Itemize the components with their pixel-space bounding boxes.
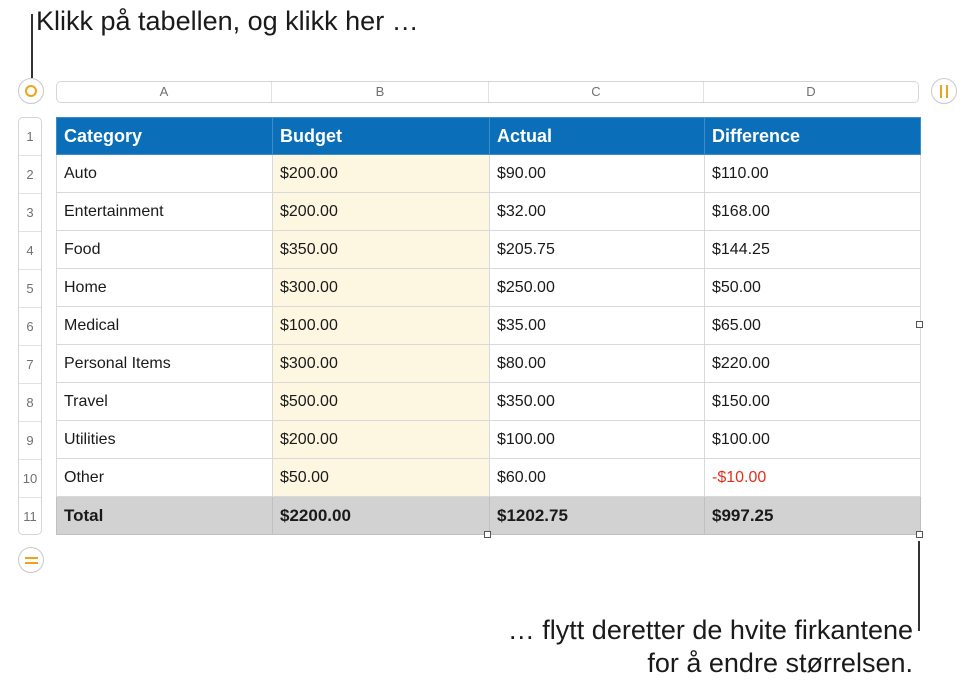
circle-ring-icon bbox=[25, 85, 37, 97]
header-cell-category[interactable]: Category bbox=[56, 117, 273, 155]
callout-text-bottom-line2: for å endre størrelsen. bbox=[647, 648, 913, 678]
total-cell-difference[interactable]: $997.25 bbox=[704, 496, 921, 535]
cell-difference[interactable]: $50.00 bbox=[704, 268, 921, 307]
row-header-9[interactable]: 9 bbox=[19, 422, 41, 460]
callout-text-bottom-line1: … flytt deretter de hvite firkantene bbox=[507, 615, 913, 645]
table-select-handle[interactable] bbox=[18, 78, 44, 104]
callout-text-bottom: … flytt deretter de hvite firkantene for… bbox=[508, 614, 913, 680]
cell-budget[interactable]: $300.00 bbox=[272, 268, 490, 307]
cell-actual[interactable]: $90.00 bbox=[489, 154, 705, 193]
add-row-handle[interactable] bbox=[18, 547, 44, 573]
row-header-7[interactable]: 7 bbox=[19, 346, 41, 384]
table-row: Home $300.00 $250.00 $50.00 bbox=[56, 268, 921, 307]
cell-actual[interactable]: $205.75 bbox=[489, 230, 705, 269]
table-row: Medical $100.00 $35.00 $65.00 bbox=[56, 306, 921, 345]
row-header-10[interactable]: 10 bbox=[19, 460, 41, 498]
cell-budget[interactable]: $300.00 bbox=[272, 344, 490, 383]
cell-actual[interactable]: $32.00 bbox=[489, 192, 705, 231]
cell-category[interactable]: Medical bbox=[56, 306, 273, 345]
cell-category[interactable]: Auto bbox=[56, 154, 273, 193]
add-column-handle[interactable] bbox=[931, 78, 957, 104]
budget-table[interactable]: Category Budget Actual Difference Auto $… bbox=[56, 117, 921, 535]
cell-budget[interactable]: $500.00 bbox=[272, 382, 490, 421]
cell-difference[interactable]: $150.00 bbox=[704, 382, 921, 421]
cell-category[interactable]: Utilities bbox=[56, 420, 273, 459]
table-row: Entertainment $200.00 $32.00 $168.00 bbox=[56, 192, 921, 231]
table-header-row: Category Budget Actual Difference bbox=[56, 117, 921, 155]
resize-handle-bottom[interactable] bbox=[484, 531, 491, 538]
row-header-3[interactable]: 3 bbox=[19, 194, 41, 232]
header-cell-actual[interactable]: Actual bbox=[489, 117, 705, 155]
column-reference-bar: A B C D bbox=[56, 81, 919, 103]
cell-budget[interactable]: $200.00 bbox=[272, 192, 490, 231]
table-row: Other $50.00 $60.00 -$10.00 bbox=[56, 458, 921, 497]
cell-actual[interactable]: $350.00 bbox=[489, 382, 705, 421]
cell-actual[interactable]: $80.00 bbox=[489, 344, 705, 383]
header-cell-budget[interactable]: Budget bbox=[272, 117, 490, 155]
row-header-5[interactable]: 5 bbox=[19, 270, 41, 308]
cell-difference[interactable]: $220.00 bbox=[704, 344, 921, 383]
table-row: Auto $200.00 $90.00 $110.00 bbox=[56, 154, 921, 193]
cell-category[interactable]: Entertainment bbox=[56, 192, 273, 231]
row-reference-bar: 1 2 3 4 5 6 7 8 9 10 11 bbox=[18, 117, 42, 535]
cell-budget[interactable]: $100.00 bbox=[272, 306, 490, 345]
total-cell-budget[interactable]: $2200.00 bbox=[272, 496, 490, 535]
cell-category[interactable]: Travel bbox=[56, 382, 273, 421]
cell-difference[interactable]: $110.00 bbox=[704, 154, 921, 193]
cell-category[interactable]: Personal Items bbox=[56, 344, 273, 383]
cell-budget[interactable]: $200.00 bbox=[272, 154, 490, 193]
cell-category[interactable]: Other bbox=[56, 458, 273, 497]
cell-difference-negative[interactable]: -$10.00 bbox=[704, 458, 921, 497]
column-header-d[interactable]: D bbox=[806, 84, 816, 99]
cell-difference[interactable]: $144.25 bbox=[704, 230, 921, 269]
row-header-11[interactable]: 11 bbox=[23, 509, 37, 524]
cell-difference[interactable]: $100.00 bbox=[704, 420, 921, 459]
table-total-row: Total $2200.00 $1202.75 $997.25 bbox=[56, 496, 921, 535]
cell-difference[interactable]: $65.00 bbox=[704, 306, 921, 345]
callout-leader-line-top bbox=[31, 14, 33, 78]
total-cell-actual[interactable]: $1202.75 bbox=[489, 496, 705, 535]
table-row: Food $350.00 $205.75 $144.25 bbox=[56, 230, 921, 269]
cell-difference[interactable]: $168.00 bbox=[704, 192, 921, 231]
callout-text-top: Klikk på tabellen, og klikk her … bbox=[36, 6, 419, 36]
cell-budget[interactable]: $200.00 bbox=[272, 420, 490, 459]
table-row: Travel $500.00 $350.00 $150.00 bbox=[56, 382, 921, 421]
table-row: Personal Items $300.00 $80.00 $220.00 bbox=[56, 344, 921, 383]
cell-actual[interactable]: $35.00 bbox=[489, 306, 705, 345]
row-header-6[interactable]: 6 bbox=[19, 308, 41, 346]
resize-handle-corner[interactable] bbox=[916, 531, 923, 538]
vertical-double-bar-icon bbox=[940, 84, 948, 98]
row-header-8[interactable]: 8 bbox=[19, 384, 41, 422]
cell-actual[interactable]: $60.00 bbox=[489, 458, 705, 497]
table-row: Utilities $200.00 $100.00 $100.00 bbox=[56, 420, 921, 459]
cell-category[interactable]: Food bbox=[56, 230, 273, 269]
column-header-c[interactable]: C bbox=[489, 82, 704, 102]
cell-budget[interactable]: $350.00 bbox=[272, 230, 490, 269]
row-header-1[interactable]: 1 bbox=[19, 118, 41, 156]
cell-budget[interactable]: $50.00 bbox=[272, 458, 490, 497]
total-cell-label[interactable]: Total bbox=[56, 496, 273, 535]
column-header-a[interactable]: A bbox=[57, 82, 272, 102]
resize-handle-right[interactable] bbox=[916, 321, 923, 328]
column-header-b[interactable]: B bbox=[272, 82, 489, 102]
cell-category[interactable]: Home bbox=[56, 268, 273, 307]
header-cell-difference[interactable]: Difference bbox=[704, 117, 921, 155]
row-header-4[interactable]: 4 bbox=[19, 232, 41, 270]
row-header-2[interactable]: 2 bbox=[19, 156, 41, 194]
cell-actual[interactable]: $100.00 bbox=[489, 420, 705, 459]
callout-leader-line-bottom bbox=[918, 541, 920, 631]
cell-actual[interactable]: $250.00 bbox=[489, 268, 705, 307]
horizontal-double-bar-icon bbox=[24, 556, 38, 564]
